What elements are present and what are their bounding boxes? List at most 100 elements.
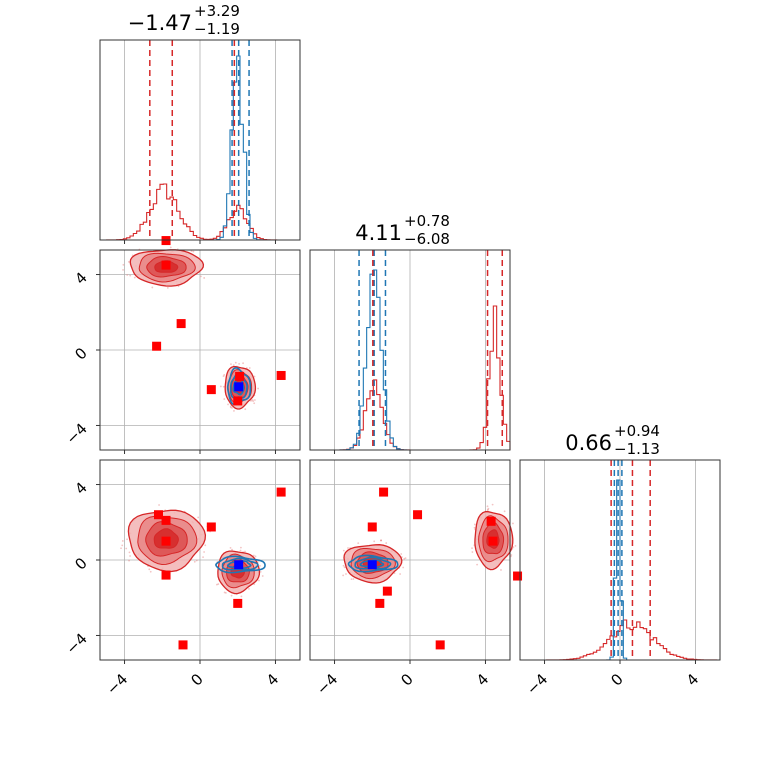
scatter-dot — [231, 407, 233, 409]
scatter-dot — [216, 583, 218, 586]
panel-r2-c0 — [100, 460, 300, 660]
ytick-label-r2-1: 0 — [71, 554, 90, 573]
red-marker-2 — [206, 522, 216, 532]
scatter-dot — [222, 375, 225, 378]
contour-blue-0-2 — [359, 559, 385, 569]
scatter-dot — [261, 575, 264, 577]
red-marker-2 — [176, 319, 186, 329]
scatter-dot — [192, 250, 195, 253]
red-marker-7 — [178, 640, 188, 650]
red-marker-3 — [486, 516, 496, 526]
scatter-dot — [234, 361, 237, 364]
scatter-dot — [251, 399, 254, 401]
contour-blue-0-0 — [347, 554, 399, 573]
axes-r0-c0 — [99, 39, 301, 244]
scatter-dot — [129, 274, 132, 277]
ytick-label-r1-2: 4 — [71, 269, 90, 288]
scatter-dot — [512, 522, 514, 525]
markers-r2-c1 — [367, 487, 523, 650]
scatter-dot — [404, 557, 407, 560]
red-marker-6 — [233, 598, 243, 608]
scatter-dot — [244, 408, 247, 411]
scatter-dot — [219, 385, 222, 388]
scatter-dot — [193, 560, 196, 563]
red-marker-4 — [206, 385, 216, 395]
red-marker-1 — [367, 522, 377, 532]
title-0-plus: +3.29 — [194, 2, 240, 20]
red-marker-0 — [153, 510, 163, 520]
title-0: −1.47 +3.29−1.19 — [128, 2, 240, 38]
scatter-dot — [223, 398, 226, 400]
scatter-dot — [471, 551, 474, 553]
scatter-dot — [385, 542, 388, 544]
scatter-dot — [342, 564, 345, 567]
scatter-dot — [197, 516, 200, 519]
contour-blue-0-1 — [221, 557, 259, 571]
scatter-dot — [259, 571, 262, 573]
xtick-label-c0-0: −4 — [103, 670, 131, 698]
xtick-label-c1-2: 4 — [473, 670, 492, 689]
title-1-plus: +0.78 — [404, 212, 450, 230]
scatter-dot — [345, 573, 347, 575]
scatter-dot — [229, 405, 232, 408]
scatter-dot — [500, 569, 502, 571]
title-2: 0.66 +0.94−1.13 — [565, 422, 660, 458]
ytick-label-r2-0: −4 — [62, 630, 90, 658]
scatter-dot — [473, 523, 476, 526]
axes-r2-c0: −4 −4 0 0 4 4 — [62, 459, 301, 698]
title-1: 4.11 +0.78−6.08 — [355, 212, 450, 248]
scatter-dot — [253, 375, 256, 378]
red-marker-0 — [161, 236, 171, 246]
scatter-dot — [232, 364, 235, 367]
scatter-dot — [473, 526, 476, 529]
scatter-dot — [240, 595, 243, 598]
scatter-dot — [148, 568, 151, 571]
scatter-dot — [222, 385, 225, 388]
scatter-dot — [127, 260, 130, 263]
title-1-median: 4.11 — [355, 221, 402, 245]
scatter-dot — [204, 544, 207, 547]
histogram-2 — [520, 460, 721, 661]
scatter-dot — [347, 547, 349, 549]
scatter-dot — [227, 403, 229, 406]
scatter-dot — [229, 546, 232, 549]
scatter-dot — [342, 574, 345, 577]
red-marker-4 — [488, 536, 498, 546]
scatter-dot — [203, 277, 206, 279]
scatter-dot — [129, 555, 131, 557]
scatter-dot — [259, 564, 261, 567]
panel-r1-c0 — [100, 250, 300, 450]
scatter-dot — [238, 362, 241, 365]
xtick-label-c2-0: −4 — [523, 670, 551, 698]
scatter-dot — [402, 566, 405, 569]
blue-marker-0 — [234, 560, 244, 570]
scatter-dot — [223, 591, 226, 594]
scatter-dot — [476, 563, 479, 566]
contour-blue-0-2 — [226, 560, 252, 569]
axes-r1-c1 — [309, 249, 511, 454]
scatter-dot — [491, 503, 494, 506]
scatter-dot — [169, 246, 172, 249]
scatter-dot — [248, 587, 250, 590]
title-0-median: −1.47 — [128, 11, 192, 35]
scatter-dot — [190, 250, 193, 252]
scatter-dot — [373, 540, 376, 543]
scatter-dot — [195, 559, 198, 562]
panel-r0-c0 — [124, 40, 276, 240]
scatter-dot — [126, 274, 129, 276]
scatter-dot — [128, 551, 131, 554]
scatter-dot — [254, 555, 257, 558]
scatter-dot — [399, 573, 402, 575]
title-2-minus: −1.13 — [614, 440, 660, 458]
scatter-dot — [121, 544, 124, 547]
scatter-dot — [203, 551, 206, 553]
scatter-dot — [239, 549, 242, 552]
scatter-dot — [514, 544, 517, 547]
title-2-plus: +0.94 — [614, 422, 660, 440]
red-marker-5 — [161, 570, 171, 580]
title-1-minus: −6.08 — [404, 230, 450, 248]
scatter-dot — [250, 399, 252, 402]
markers-r2-c0 — [153, 487, 286, 650]
red-marker-0 — [379, 487, 389, 497]
